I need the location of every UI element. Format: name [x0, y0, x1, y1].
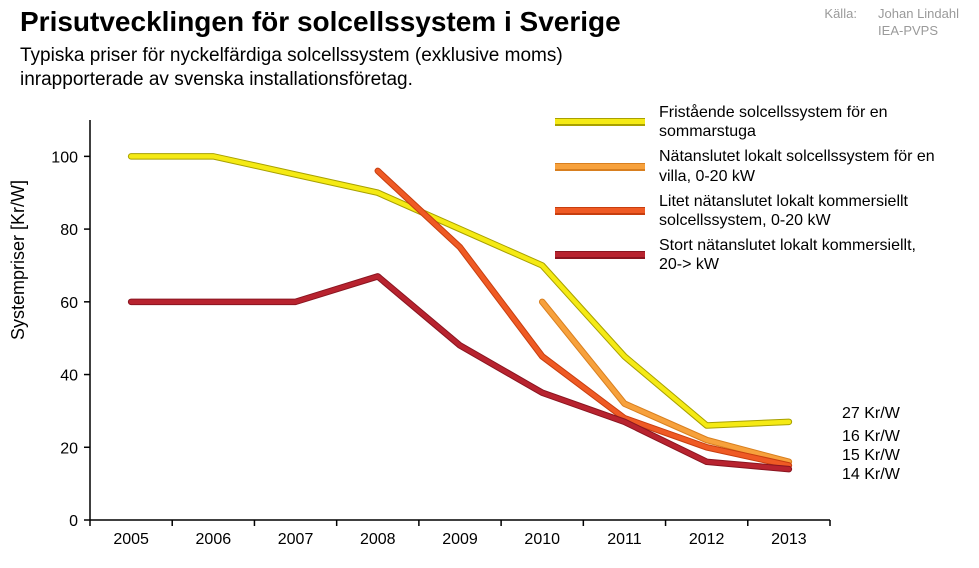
svg-text:2005: 2005	[113, 531, 149, 548]
svg-text:2012: 2012	[689, 531, 725, 548]
line-chart: 0 20 40 60 80 100 2005 2006 2007 2008 2009 2010 2011…	[0, 0, 979, 568]
svg-text:2009: 2009	[442, 531, 478, 548]
svg-text:100: 100	[51, 149, 78, 166]
svg-text:60: 60	[60, 295, 78, 312]
legend-swatch	[555, 208, 645, 214]
svg-text:2006: 2006	[196, 531, 232, 548]
legend-swatch	[555, 252, 645, 258]
legend-item-stort_kommersiellt: Stort nätanslutet lokalt kommersiellt, 2…	[555, 236, 955, 274]
svg-text:2010: 2010	[524, 531, 560, 548]
end-label-villa: 16 Kr/W	[842, 428, 900, 446]
svg-text:0: 0	[69, 513, 78, 530]
end-label-stort_kommersiellt: 14 Kr/W	[842, 466, 900, 484]
legend-label: Nätanslutet lokalt solcellssystem för en…	[659, 147, 939, 185]
end-label-fristaende: 27 Kr/W	[842, 405, 900, 423]
legend-item-litet_kommersiellt: Litet nätanslutet lokalt kommersiellt so…	[555, 192, 955, 230]
legend-label: Fristående solcellssystem för en sommars…	[659, 103, 939, 141]
svg-text:2007: 2007	[278, 531, 314, 548]
end-label-litet_kommersiellt: 15 Kr/W	[842, 447, 900, 465]
svg-text:40: 40	[60, 368, 78, 385]
legend-label: Litet nätanslutet lokalt kommersiellt so…	[659, 192, 939, 230]
svg-text:20: 20	[60, 440, 78, 457]
legend-label: Stort nätanslutet lokalt kommersiellt, 2…	[659, 236, 939, 274]
legend-item-villa: Nätanslutet lokalt solcellssystem för en…	[555, 147, 955, 185]
legend-swatch	[555, 119, 645, 125]
legend-item-fristaende: Fristående solcellssystem för en sommars…	[555, 103, 955, 141]
svg-text:80: 80	[60, 222, 78, 239]
legend: Fristående solcellssystem för en sommars…	[555, 103, 955, 281]
svg-text:2011: 2011	[607, 531, 642, 548]
svg-text:2013: 2013	[771, 531, 807, 548]
chart-container: Prisutvecklingen för solcellssystem i Sv…	[0, 0, 979, 568]
svg-text:2008: 2008	[360, 531, 396, 548]
legend-swatch	[555, 164, 645, 170]
